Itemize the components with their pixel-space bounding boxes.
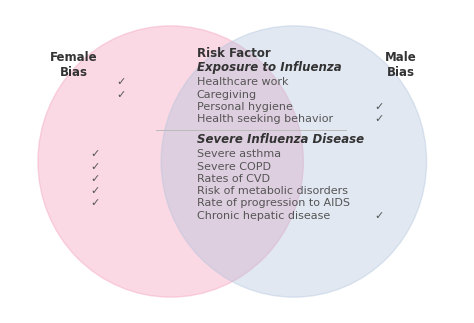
Text: ✓: ✓ [90,174,100,184]
Text: Caregiving: Caregiving [197,90,257,99]
Ellipse shape [161,26,427,297]
Text: ✓: ✓ [374,211,384,221]
Text: Risk Factor: Risk Factor [197,47,271,60]
Text: Severe Influenza Disease: Severe Influenza Disease [197,133,364,146]
Ellipse shape [38,26,303,297]
Text: Exposure to Influenza: Exposure to Influenza [197,61,341,74]
Text: ✓: ✓ [90,162,100,172]
Text: Healthcare work: Healthcare work [197,78,288,87]
Text: Chronic hepatic disease: Chronic hepatic disease [197,211,330,221]
Text: Severe COPD: Severe COPD [197,162,271,172]
Text: Rate of progression to AIDS: Rate of progression to AIDS [197,199,350,208]
Text: Female
Bias: Female Bias [50,51,97,78]
Text: ✓: ✓ [374,114,384,124]
Text: ✓: ✓ [116,90,126,99]
Text: ✓: ✓ [116,78,126,87]
Text: Risk of metabolic disorders: Risk of metabolic disorders [197,186,348,196]
Text: ✓: ✓ [90,150,100,159]
Text: ✓: ✓ [90,186,100,196]
Text: Personal hygiene: Personal hygiene [197,102,292,112]
Text: Rates of CVD: Rates of CVD [197,174,270,184]
Text: Male
Bias: Male Bias [385,51,416,78]
Text: ✓: ✓ [90,199,100,208]
Text: Severe asthma: Severe asthma [197,150,281,159]
Text: Health seeking behavior: Health seeking behavior [197,114,333,124]
Text: ✓: ✓ [374,102,384,112]
